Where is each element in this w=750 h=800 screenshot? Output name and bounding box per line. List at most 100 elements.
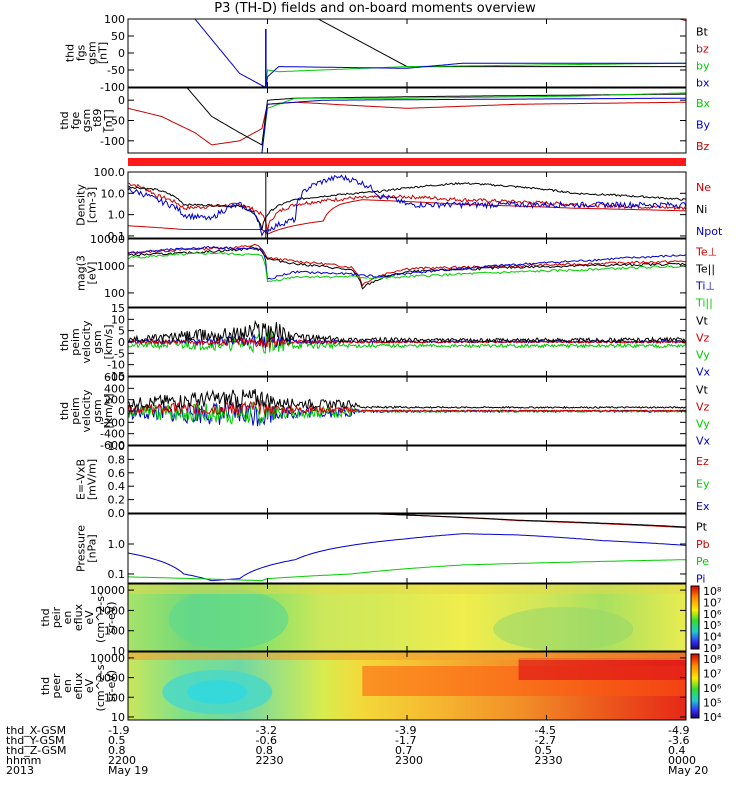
y-axis-label: thd (58, 333, 71, 351)
legend-Pi: Pi (696, 572, 705, 585)
y-axis-label: gsm (86, 41, 99, 64)
y-axis-label: Pressure (75, 525, 88, 572)
x-axis-value: -4.5 (535, 724, 556, 737)
bx-series (128, 92, 686, 153)
colorbar-label: 10⁴ (703, 711, 722, 724)
pi-series (128, 533, 686, 582)
by-series (265, 62, 686, 87)
vy-series (128, 401, 686, 426)
ytick-label: 10000 (90, 233, 125, 246)
panel-frame-efield (127, 445, 687, 514)
te-par-series (128, 246, 686, 290)
x-axis-value: 0000 (668, 754, 696, 767)
y-axis-label: (cm^2-s- (94, 661, 107, 712)
ytick-label: 200 (104, 394, 125, 407)
ytick-label: 0.8 (108, 453, 126, 466)
ytick-label: -100 (100, 81, 125, 94)
ti-perp-series (128, 245, 686, 280)
x-axis-value: 0.8 (256, 744, 274, 757)
x-axis-value: 2300 (395, 754, 423, 767)
colorbar-label: 10⁸ (703, 585, 722, 598)
y-axis-label: [mV/m] (86, 459, 99, 500)
vz-series (128, 399, 686, 416)
y-axis-label: [nPa] (86, 534, 99, 562)
npot-series (128, 174, 686, 237)
ytick-label: 100 (104, 691, 125, 704)
y-axis-label: gsm (91, 399, 104, 422)
vt-series (128, 319, 686, 344)
y-axis-label: [cm-3] (86, 187, 99, 223)
bz-series (128, 101, 686, 146)
legend-Pe: Pe (696, 555, 709, 568)
ytick-label: 1.0 (108, 440, 126, 453)
ytick-label: 0 (118, 336, 125, 349)
ytick-label: -200 (100, 416, 125, 429)
vy-series (128, 331, 686, 354)
x-axis-value: -3.9 (395, 724, 416, 737)
ytick-label: 1000 (97, 604, 125, 617)
x-axis-row-label: thd_Y-GSM (6, 734, 65, 747)
y-axis-label: eflux (72, 672, 85, 700)
ion-spectrogram-region (168, 589, 289, 649)
x-axis-value: -1.9 (108, 724, 129, 737)
legend-Ez: Ez (696, 455, 709, 468)
legend-Vz: Vz (696, 401, 710, 414)
panel-frame-pressure (127, 513, 687, 584)
y-axis-label: [eV] (86, 262, 99, 285)
y-axis-label: velocity (80, 389, 93, 432)
legend-Vz: Vz (696, 332, 710, 345)
bt-series (186, 88, 686, 146)
x-axis-value: 0.8 (108, 744, 126, 757)
y-axis-label: mag(3 (75, 255, 88, 291)
ytick-label: -400 (100, 428, 125, 441)
x-axis-value: -4.9 (668, 724, 689, 737)
ytick-label: 15 (111, 302, 125, 315)
y-axis-label: Density (75, 184, 88, 226)
y-axis-label: (cm^2-s- (94, 592, 107, 643)
x-axis-value: 0.7 (395, 744, 413, 757)
y-axis-label: en (61, 611, 74, 625)
y-axis-label: thd (39, 608, 52, 626)
y-axis-label: eV (83, 610, 96, 625)
legend-Ne: Ne (696, 181, 711, 194)
x-axis-value: 2330 (535, 754, 563, 767)
legend-by: by (696, 60, 710, 73)
y-axis-label: [nT] (97, 42, 110, 64)
ytick-label: 1000 (97, 672, 125, 685)
bx-series-after (265, 62, 686, 87)
x-axis-value: 2200 (108, 754, 136, 767)
by-series (128, 97, 686, 153)
x-axis-value: May 20 (668, 764, 708, 777)
legend-Ex: Ex (696, 500, 710, 513)
colorbar-label: 10⁵ (703, 697, 721, 710)
bz-series (677, 19, 686, 22)
y-axis-label: fge (69, 111, 82, 129)
ne-low-series (128, 199, 686, 235)
y-axis-label: [km/s] (102, 324, 115, 359)
ytick-label: 100 (104, 287, 125, 300)
ytick-label: 100 (104, 625, 125, 638)
ytick-label: -50 (107, 64, 125, 77)
legend-Vx: Vx (696, 435, 711, 448)
y-axis-label: peim (69, 397, 82, 425)
legend-Vy: Vy (696, 418, 710, 431)
ytick-label: 100 (104, 13, 125, 26)
legend-Bt: Bt (696, 26, 709, 39)
y-axis-label: thd (58, 111, 71, 129)
ytick-label: 10.0 (101, 187, 126, 200)
y-axis-label: eflux (72, 603, 85, 631)
ytick-label: 0 (118, 47, 125, 60)
electron-spectrogram-region (187, 680, 248, 704)
colorbar-label: 10⁸ (703, 653, 722, 666)
x-axis-row-label: thd_X-GSM (6, 724, 66, 737)
y-axis-label: gsm (80, 109, 93, 132)
ytick-label: 1.0 (108, 538, 126, 551)
legend-By: By (696, 119, 711, 132)
y-axis-label: thd (64, 44, 77, 62)
vx-series (128, 400, 686, 427)
legend-Vx: Vx (696, 366, 711, 379)
x-axis-value: 0.5 (108, 734, 126, 747)
ytick-label: -10 (107, 359, 125, 372)
ytick-label: 0.0 (108, 507, 126, 520)
